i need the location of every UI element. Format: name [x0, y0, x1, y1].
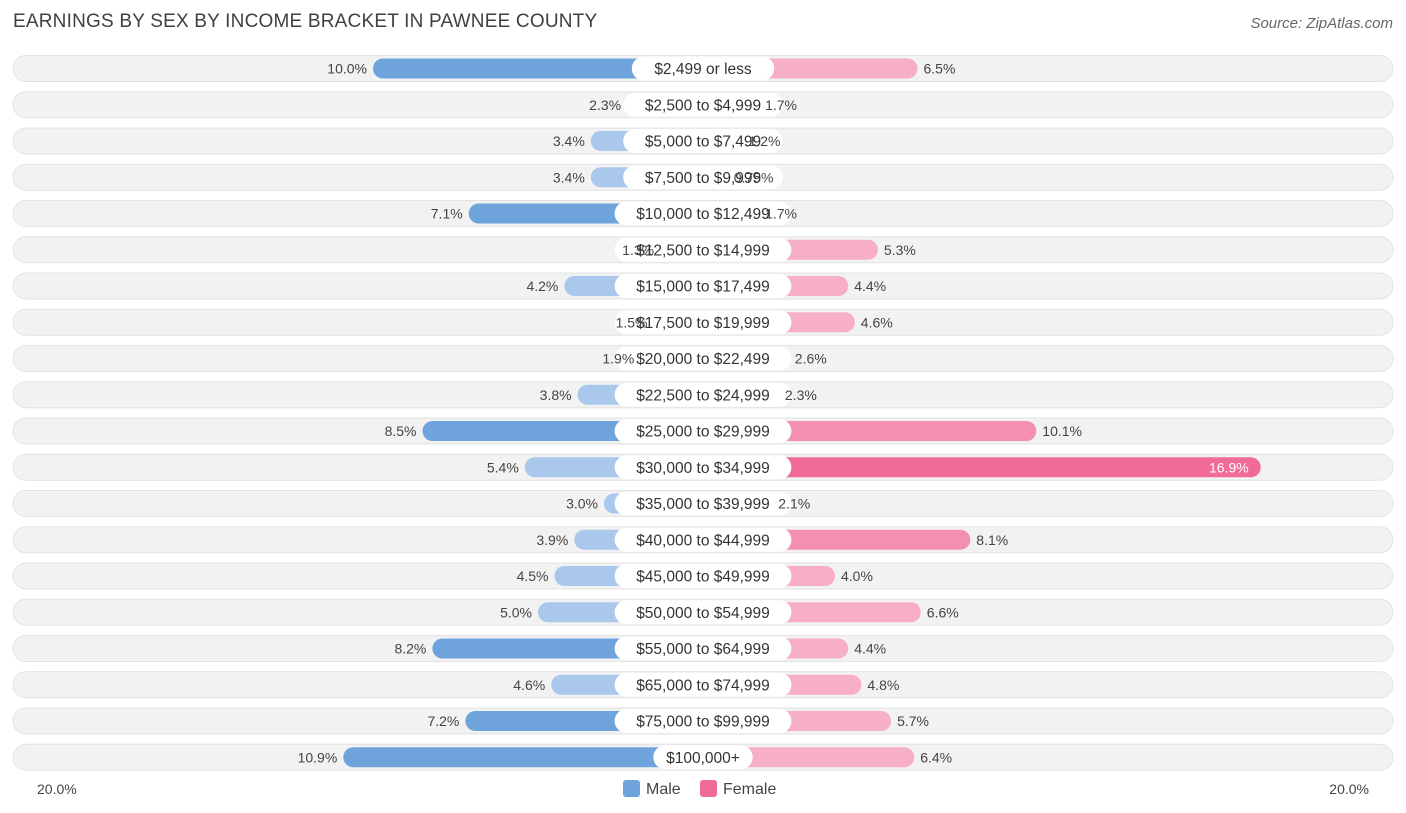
- category-label: $22,500 to $24,999: [636, 387, 770, 404]
- female-value-label: 5.3%: [884, 242, 916, 258]
- category-label-bg: [614, 310, 792, 335]
- legend-female-label: Female: [723, 781, 776, 798]
- male-value-label: 3.0%: [566, 496, 598, 512]
- male-value-label: 10.0%: [327, 61, 367, 77]
- female-value-label: 16.9%: [1209, 459, 1249, 475]
- female-value-label: 5.7%: [897, 713, 929, 729]
- category-label-bg: [614, 600, 792, 625]
- female-bar: [703, 457, 1261, 478]
- axis-right-label: 20.0%: [1329, 781, 1369, 797]
- male-value-label: 3.4%: [553, 133, 585, 149]
- male-value-label: 1.9%: [602, 351, 634, 367]
- category-label-bg: [614, 346, 792, 371]
- female-value-label: 4.8%: [867, 677, 899, 693]
- category-label: $75,000 to $99,999: [636, 714, 770, 731]
- male-value-label: 4.6%: [513, 677, 545, 693]
- male-value-label: 2.3%: [589, 97, 621, 113]
- male-value-label: 5.4%: [487, 459, 519, 475]
- category-label-bg: [631, 56, 775, 81]
- category-label: $5,000 to $7,499: [645, 134, 761, 151]
- female-value-label: 6.5%: [924, 61, 956, 77]
- category-label-bg: [614, 672, 792, 697]
- category-label-bg: [614, 491, 792, 516]
- male-value-label: 8.2%: [394, 641, 426, 657]
- male-value-label: 3.4%: [553, 169, 585, 185]
- category-label: $100,000+: [666, 750, 740, 767]
- category-label-bg: [614, 709, 792, 733]
- legend-male-swatch: [623, 780, 640, 797]
- male-value-label: 5.0%: [500, 604, 532, 620]
- female-value-label: 4.0%: [841, 568, 873, 584]
- female-value-label: 2.1%: [778, 496, 810, 512]
- male-value-label: 1.3%: [622, 242, 654, 258]
- category-label: $15,000 to $17,499: [636, 279, 770, 296]
- category-label: $17,500 to $19,999: [636, 315, 770, 332]
- category-label-bg: [623, 92, 783, 117]
- category-label-bg: [623, 165, 783, 190]
- category-label-bg: [623, 129, 783, 153]
- axis-left-label: 20.0%: [37, 781, 77, 797]
- male-value-label: 3.8%: [540, 387, 572, 403]
- category-label: $55,000 to $64,999: [636, 641, 770, 658]
- category-label-bg: [614, 274, 792, 298]
- category-label: $30,000 to $34,999: [636, 460, 770, 477]
- category-label: $2,499 or less: [654, 61, 752, 78]
- female-value-label: 4.6%: [861, 314, 893, 330]
- category-label-bg: [614, 564, 792, 588]
- male-value-label: 1.5%: [616, 314, 648, 330]
- female-value-label: 6.4%: [920, 749, 952, 765]
- category-label-bg: [614, 382, 792, 407]
- female-value-label: 4.4%: [854, 641, 886, 657]
- female-value-label: 1.7%: [765, 206, 797, 222]
- category-label-bg: [614, 237, 792, 262]
- category-label: $50,000 to $54,999: [636, 605, 770, 622]
- female-value-label: 1.2%: [749, 133, 781, 149]
- male-bar: [373, 58, 703, 79]
- female-value-label: 6.6%: [927, 604, 959, 620]
- category-label: $2,500 to $4,999: [645, 97, 761, 114]
- category-label-bg: [653, 745, 753, 770]
- category-label: $45,000 to $49,999: [636, 569, 770, 586]
- female-value-label: 8.1%: [976, 532, 1008, 548]
- category-label: $65,000 to $74,999: [636, 677, 770, 694]
- category-label: $12,500 to $14,999: [636, 242, 770, 259]
- male-value-label: 4.2%: [526, 278, 558, 294]
- category-label-bg: [614, 636, 792, 661]
- category-label: $10,000 to $12,499: [636, 206, 770, 223]
- male-value-label: 7.2%: [427, 713, 459, 729]
- category-label: $35,000 to $39,999: [636, 496, 770, 513]
- female-value-label: 1.7%: [765, 97, 797, 113]
- male-bar: [343, 747, 703, 768]
- female-value-label: 2.6%: [795, 351, 827, 367]
- female-value-label: 2.3%: [785, 387, 817, 403]
- male-value-label: 10.9%: [298, 749, 338, 765]
- female-value-label: 10.1%: [1042, 423, 1082, 439]
- category-label: $7,500 to $9,999: [645, 170, 761, 187]
- category-label: $25,000 to $29,999: [636, 424, 770, 441]
- legend-male-label: Male: [646, 781, 681, 798]
- category-label-bg: [614, 419, 792, 443]
- chart-source: Source: ZipAtlas.com: [1250, 15, 1393, 32]
- male-value-label: 7.1%: [431, 206, 463, 222]
- male-value-label: 8.5%: [385, 423, 417, 439]
- category-label-bg: [614, 455, 792, 480]
- category-label-bg: [614, 201, 792, 226]
- category-label-bg: [614, 527, 792, 552]
- male-value-label: 3.9%: [536, 532, 568, 548]
- female-bar: [703, 747, 915, 768]
- female-value-label: 0.75%: [734, 169, 774, 185]
- category-label: $40,000 to $44,999: [636, 532, 770, 549]
- category-label: $20,000 to $22,499: [636, 351, 770, 368]
- female-value-label: 4.4%: [854, 278, 886, 294]
- male-value-label: 4.5%: [517, 568, 549, 584]
- legend-female-swatch: [700, 780, 717, 797]
- chart-title: EARNINGS BY SEX BY INCOME BRACKET IN PAW…: [13, 11, 598, 32]
